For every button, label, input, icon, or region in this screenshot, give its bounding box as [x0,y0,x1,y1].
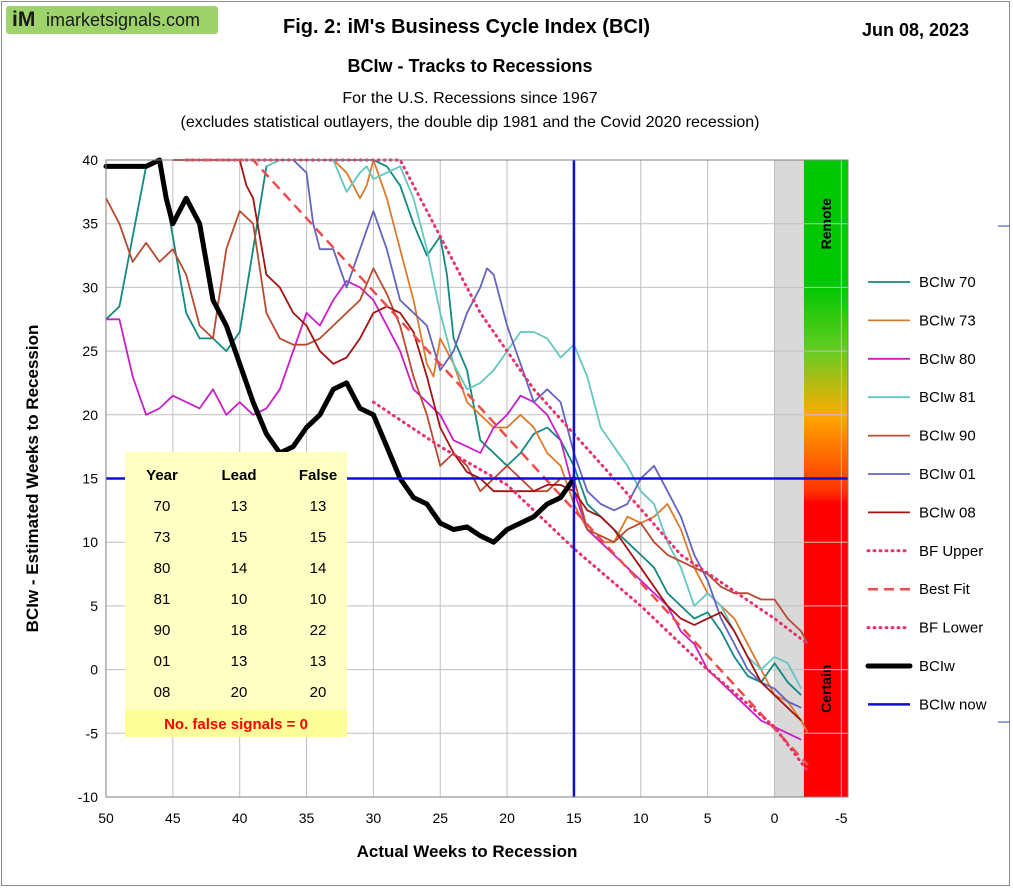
x-tick-label: 5 [704,810,712,826]
legend-label: BCIw 01 [919,466,976,483]
y-tick-label: -5 [86,725,99,741]
x-tick-label: 45 [165,810,181,826]
x-axis-title: Actual Weeks to Recession [357,842,578,861]
y-tick-label: 35 [82,216,98,232]
table-cell: 15 [310,529,327,546]
table-cell: 81 [154,591,171,608]
figure-title: Fig. 2: iM's Business Cycle Index (BCI) [283,16,651,38]
x-tick-label: 25 [432,810,448,826]
series-line-bciw [103,157,577,545]
plot-border [105,159,849,798]
x-tick-label: 15 [566,810,582,826]
legend-label: Best Fit [919,581,971,598]
table-cell: 20 [231,684,248,701]
table-cell: 13 [310,653,327,670]
table-cell: 73 [154,529,171,546]
y-axis-title: BCIw - Estimated Weeks to Recession [23,325,42,633]
y-tick-label: 25 [82,343,98,359]
x-tick-label: 50 [98,810,114,826]
x-tick-label: 30 [366,810,382,826]
y-tick-label: 15 [82,471,98,487]
legend-label: BCIw 90 [919,428,976,445]
y-tick-label: 20 [82,407,98,423]
x-tick-label: 35 [299,810,315,826]
table-cell: 13 [231,498,248,515]
legend-label: BF Lower [919,620,983,637]
logo-mark: iM [12,8,36,31]
y-tick-label: 10 [82,534,98,550]
zone-label-certain: Certain [818,665,834,713]
table-cell: 13 [310,498,327,515]
series-line-bf-upper [184,158,810,646]
x-tick-label: 10 [633,810,649,826]
chart-date: Jun 08, 2023 [862,20,970,40]
legend-label: BCIw 08 [919,504,976,521]
table-cell: 10 [231,591,248,608]
logo[interactable]: iM imarketsignals.com [6,6,218,34]
series-line-bciw-73 [253,159,809,734]
legend-label: BCIw 73 [919,312,976,329]
series-line-bf-lower [371,400,810,773]
table-note-bg [125,710,347,737]
y-tick-label: 40 [82,152,98,168]
chart-subtitle: BCIw - Tracks to Recessions [347,56,593,76]
series-line-bciw-90 [105,197,809,645]
x-tick-label: -5 [835,810,848,826]
table-cell: 90 [154,622,171,639]
table-cell: 20 [310,684,327,701]
table-header: False [299,467,337,484]
series-line-bciw-80 [106,280,802,741]
table-note: No. false signals = 0 [164,716,308,733]
table-cell: 10 [310,591,327,608]
y-tick-label: 5 [90,598,98,614]
table-cell: 14 [310,560,327,577]
legend-label: BCIw 70 [919,274,976,291]
table-header: Lead [221,467,256,484]
table-cell: 08 [154,684,171,701]
x-tick-label: 0 [771,810,779,826]
table-cell: 13 [231,653,248,670]
chart-description-line-2: (excludes statistical outlayers, the dou… [180,114,760,131]
y-tick-label: 30 [82,279,98,295]
table-cell: 15 [231,529,248,546]
x-tick-label: 20 [499,810,515,826]
logo-text: imarketsignals.com [46,10,201,30]
table-cell: 70 [154,498,171,515]
series-line-bciw-81 [266,159,802,690]
legend-label: BCIw [919,658,955,675]
stats-table-bg [125,452,347,737]
table-cell: 80 [154,560,171,577]
legend-label: BCIw 80 [919,351,976,368]
table-header: Year [146,467,178,484]
x-tick-label: 40 [232,810,248,826]
table-cell: 22 [310,622,327,639]
chart-description-line-1: For the U.S. Recessions since 1967 [342,90,598,107]
y-tick-label: 0 [90,662,98,678]
legend-label: BF Upper [919,543,983,560]
table-cell: 01 [154,653,171,670]
series-line-bciw-01 [292,159,802,709]
legend-label: BCIw now [919,696,987,713]
table-cell: 14 [231,560,248,577]
legend-label: BCIw 81 [919,389,976,406]
series-line-bciw-08 [172,159,802,722]
table-cell: 18 [231,622,248,639]
y-tick-label: -10 [78,789,98,805]
